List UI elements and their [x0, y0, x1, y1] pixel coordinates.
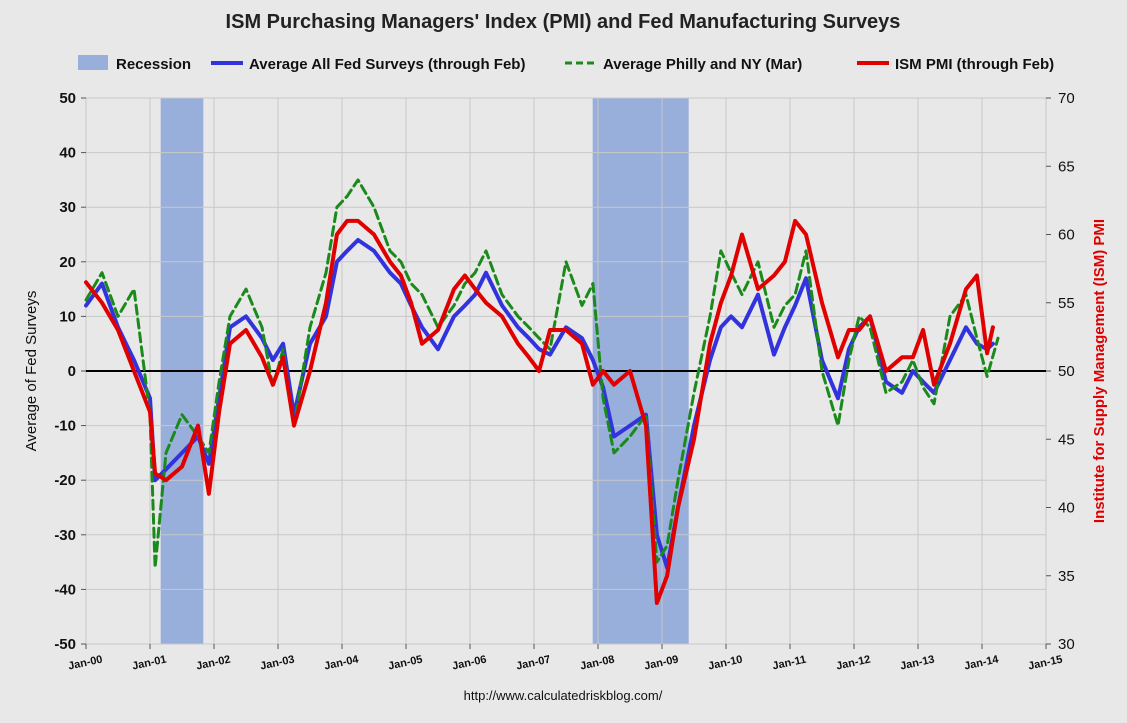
x-tick-label: Jan-05 [387, 654, 424, 673]
chart-title: ISM Purchasing Managers' Index (PMI) and… [226, 11, 901, 33]
y-right-tick-label: 50 [1058, 363, 1075, 380]
x-tick-label: Jan-07 [515, 654, 552, 673]
legend: Recession Average All Fed Surveys (throug… [78, 55, 1054, 73]
y-left-tick-label: 20 [59, 254, 76, 271]
x-tick-label: Jan-09 [643, 654, 680, 673]
y-left-tick-label: 40 [59, 145, 76, 162]
x-axis: Jan-00 Jan-01 Jan-02 Jan-03 Jan-04 Jan-05 Jan-… [67, 644, 1064, 673]
x-tick-label: Jan-08 [579, 654, 616, 673]
x-tick-label: Jan-00 [67, 654, 104, 673]
x-tick-label: Jan-01 [131, 654, 168, 673]
y-left-tick-label: 30 [59, 199, 76, 216]
y-left-tick-label: -30 [54, 527, 76, 544]
x-tick-label: Jan-12 [835, 654, 872, 673]
y-left-tick-label: 10 [59, 308, 76, 325]
y-right-tick-label: 35 [1058, 568, 1075, 585]
x-tick-label: Jan-11 [771, 654, 807, 673]
x-tick-label: Jan-13 [899, 654, 936, 673]
legend-swatch-recession [78, 55, 108, 70]
series-line-2 [84, 218, 995, 605]
x-tick-label: Jan-03 [259, 654, 296, 673]
legend-label-3: ISM PMI (through Feb) [895, 56, 1054, 73]
legend-label-1: Average All Fed Surveys (through Feb) [249, 56, 525, 73]
x-tick-label: Jan-10 [707, 654, 744, 673]
y-axis-right-label: Institute for Supply Management (ISM) PM… [1091, 219, 1108, 523]
y-left-tick-label: 0 [68, 363, 76, 380]
x-tick-label: Jan-06 [451, 654, 488, 673]
x-tick-label: Jan-14 [963, 653, 1000, 672]
y-left-tick-label: -40 [54, 581, 76, 598]
x-tick-label: Jan-15 [1027, 654, 1064, 673]
x-tick-label: Jan-04 [323, 653, 360, 672]
y-left-tick-label: -50 [54, 636, 76, 653]
source-url: http://www.calculatedriskblog.com/ [464, 688, 663, 703]
legend-label-0: Recession [116, 56, 191, 73]
y-right-tick-label: 55 [1058, 295, 1075, 312]
x-tick-label: Jan-02 [195, 654, 232, 673]
y-axis-right: 70 65 60 55 50 45 40 35 30 [1046, 90, 1075, 653]
y-right-tick-label: 60 [1058, 227, 1075, 244]
legend-label-2: Average Philly and NY (Mar) [603, 56, 802, 73]
y-left-tick-label: 50 [59, 90, 76, 107]
y-right-tick-label: 40 [1058, 500, 1075, 517]
y-axis-left-label: Average of Fed Surveys [23, 291, 40, 452]
y-right-tick-label: 65 [1058, 158, 1075, 175]
y-left-tick-label: -20 [54, 472, 76, 489]
y-right-tick-label: 30 [1058, 636, 1075, 653]
y-left-tick-label: -10 [54, 418, 76, 435]
series-layer [84, 178, 1000, 605]
y-right-tick-label: 70 [1058, 90, 1075, 107]
y-right-tick-label: 45 [1058, 431, 1075, 448]
y-axis-left: 50 40 30 20 10 0 -10 -20 -30 -40 -50 [54, 90, 86, 653]
